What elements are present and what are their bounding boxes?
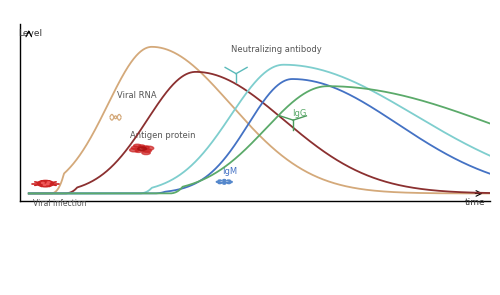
- Text: Viral RNA: Viral RNA: [116, 91, 156, 101]
- Circle shape: [216, 181, 219, 182]
- Circle shape: [142, 151, 150, 155]
- Circle shape: [218, 180, 221, 181]
- Circle shape: [228, 180, 230, 181]
- Text: Level: Level: [18, 29, 42, 38]
- Text: IgM: IgM: [222, 167, 237, 176]
- Circle shape: [139, 145, 144, 147]
- Text: Neutralizing antibody: Neutralizing antibody: [231, 45, 322, 54]
- Circle shape: [47, 182, 50, 183]
- Text: IgG: IgG: [292, 109, 306, 118]
- Text: time: time: [465, 198, 485, 207]
- Circle shape: [44, 184, 46, 185]
- Circle shape: [136, 150, 142, 153]
- Circle shape: [134, 144, 141, 147]
- Circle shape: [138, 147, 146, 150]
- Circle shape: [42, 182, 44, 183]
- Circle shape: [132, 146, 140, 150]
- Text: Antigen protein: Antigen protein: [130, 131, 196, 140]
- Text: Viral infection: Viral infection: [33, 199, 86, 208]
- Circle shape: [142, 149, 152, 152]
- Circle shape: [223, 179, 226, 181]
- Circle shape: [144, 146, 154, 150]
- Circle shape: [46, 183, 49, 185]
- Circle shape: [38, 181, 54, 187]
- Circle shape: [223, 183, 226, 184]
- Circle shape: [130, 148, 139, 152]
- Circle shape: [230, 181, 232, 182]
- Circle shape: [141, 146, 149, 149]
